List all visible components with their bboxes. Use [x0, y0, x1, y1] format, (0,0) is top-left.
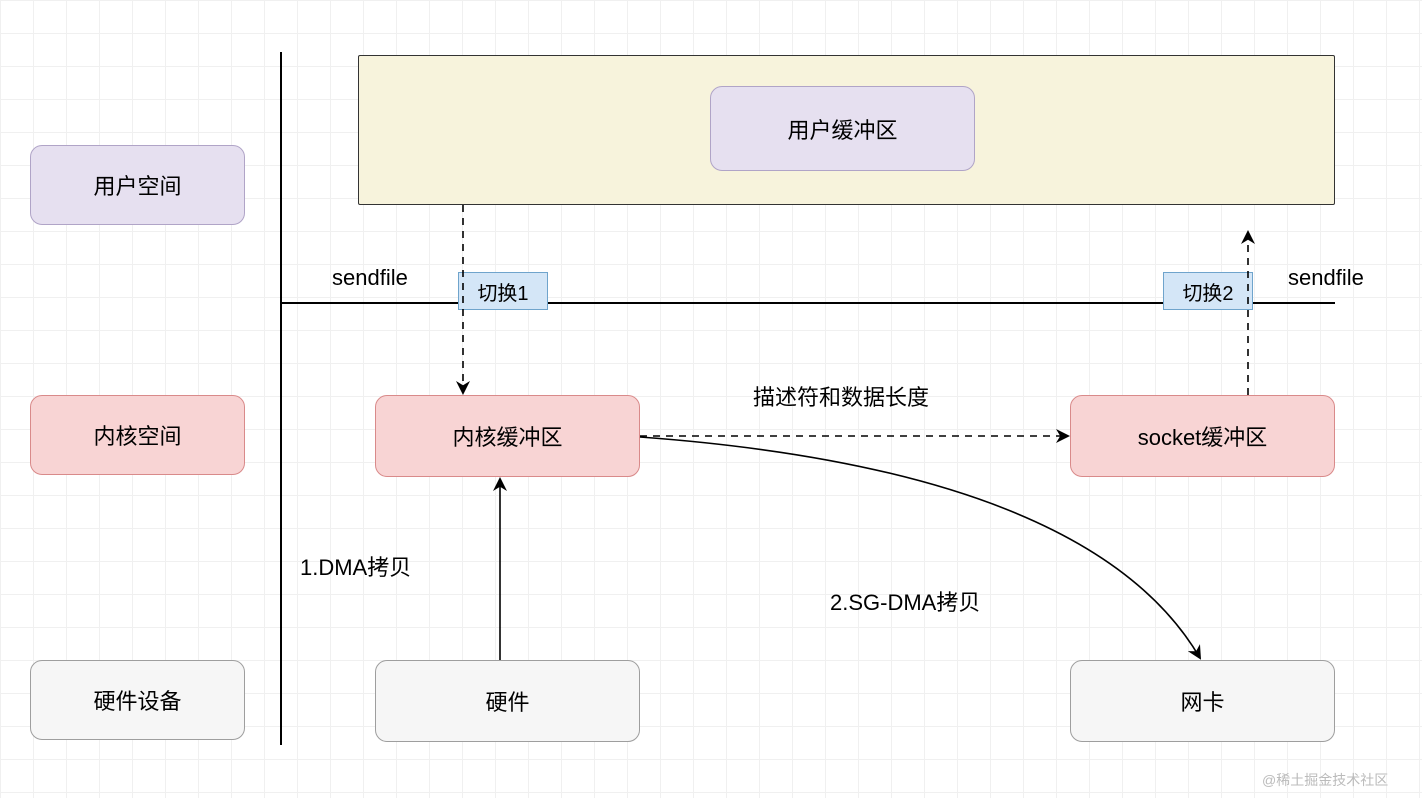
arrows-svg [0, 0, 1422, 798]
